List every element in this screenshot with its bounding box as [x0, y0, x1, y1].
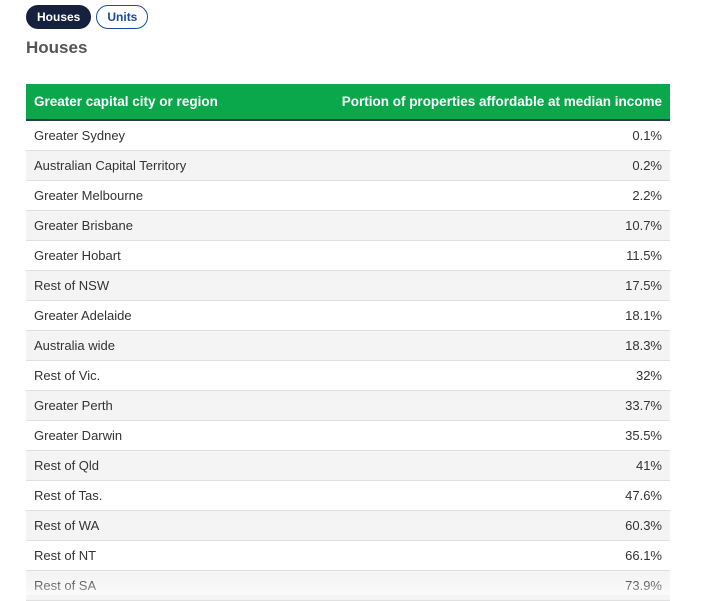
table-row: Greater Melbourne 2.2%: [26, 180, 670, 211]
value-cell: 2.2%: [266, 180, 670, 211]
region-cell: Rest of WA: [26, 510, 267, 541]
value-cell: 47.6%: [266, 480, 670, 511]
table-row: Greater Darwin 35.5%: [26, 420, 670, 451]
table-row: Rest of Qld 41%: [26, 450, 670, 481]
region-cell: Greater Brisbane: [26, 210, 267, 241]
value-cell: 41%: [266, 450, 670, 481]
region-cell: Rest of NSW: [26, 270, 267, 301]
value-cell: 60.3%: [266, 510, 670, 541]
region-cell: Rest of SA: [26, 570, 267, 601]
section-heading: Houses: [26, 38, 88, 57]
value-cell: 35.5%: [266, 420, 670, 451]
region-cell: Greater Hobart: [26, 240, 267, 271]
region-cell: Rest of Vic.: [26, 360, 267, 391]
table-row: Greater Perth 33.7%: [26, 390, 670, 421]
region-cell: Greater Sydney: [26, 120, 267, 151]
table-row: Rest of Vic. 32%: [26, 360, 670, 391]
property-type-toggle: Houses Units: [26, 5, 149, 29]
table-row: Greater Hobart 11.5%: [26, 240, 670, 271]
value-cell: 18.3%: [266, 330, 670, 361]
table-header-row: Greater capital city or region Portion o…: [26, 84, 670, 121]
table-row: Rest of WA 60.3%: [26, 510, 670, 541]
affordability-table: Greater capital city or region Portion o…: [26, 84, 670, 601]
region-cell: Rest of Tas.: [26, 480, 267, 511]
value-cell: 18.1%: [266, 300, 670, 331]
region-cell: Greater Darwin: [26, 420, 267, 451]
region-cell: Australian Capital Territory: [26, 150, 267, 181]
table-row: Australian Capital Territory 0.2%: [26, 150, 670, 181]
value-cell: 0.1%: [266, 120, 670, 151]
table-row: Rest of Tas. 47.6%: [26, 480, 670, 511]
value-cell: 32%: [266, 360, 670, 391]
units-toggle-button[interactable]: Units: [96, 5, 149, 29]
value-cell: 17.5%: [266, 270, 670, 301]
table-row: Rest of SA 73.9%: [26, 570, 670, 601]
table-row: Rest of NT 66.1%: [26, 540, 670, 571]
region-cell: Rest of Qld: [26, 450, 267, 481]
value-cell: 0.2%: [266, 150, 670, 181]
column-header-affordable-portion: Portion of properties affordable at medi…: [266, 84, 670, 121]
region-cell: Rest of NT: [26, 540, 267, 571]
region-cell: Australia wide: [26, 330, 267, 361]
table-row: Australia wide 18.3%: [26, 330, 670, 361]
value-cell: 73.9%: [266, 570, 670, 601]
value-cell: 33.7%: [266, 390, 670, 421]
table-row: Greater Brisbane 10.7%: [26, 210, 670, 241]
houses-toggle-button[interactable]: Houses: [26, 5, 92, 29]
region-cell: Greater Melbourne: [26, 180, 267, 211]
value-cell: 11.5%: [266, 240, 670, 271]
table-row: Greater Adelaide 18.1%: [26, 300, 670, 331]
table-row: Rest of NSW 17.5%: [26, 270, 670, 301]
region-cell: Greater Adelaide: [26, 300, 267, 331]
value-cell: 10.7%: [266, 210, 670, 241]
column-header-region: Greater capital city or region: [26, 84, 267, 121]
value-cell: 66.1%: [266, 540, 670, 571]
region-cell: Greater Perth: [26, 390, 267, 421]
table-row: Greater Sydney 0.1%: [26, 120, 670, 151]
